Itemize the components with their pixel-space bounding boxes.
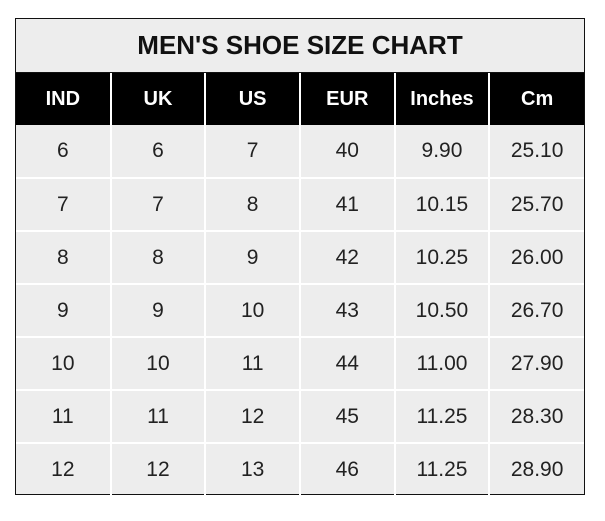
chart-title: MEN'S SHOE SIZE CHART: [16, 19, 584, 73]
size-chart-table: MEN'S SHOE SIZE CHART IND UK US EUR Inches Cm…: [15, 18, 585, 496]
cell-uk: 11: [109, 389, 206, 443]
table-row: 11 11 12 45 11.25 28.30: [16, 389, 584, 443]
column-header-cm: Cm: [488, 73, 584, 125]
cell-us: 11: [204, 336, 300, 390]
cell-ind: 10: [16, 336, 111, 390]
cell-ind: 6: [56, 139, 69, 162]
cell-us: 12: [204, 389, 300, 443]
column-header-uk: UK: [109, 73, 206, 125]
cell-us: 8: [204, 177, 300, 231]
column-header-us: US: [204, 73, 300, 125]
column-header-inches: Inches: [393, 73, 490, 125]
cell-cm: 25.70: [488, 177, 584, 231]
cell-uk: 12: [109, 442, 206, 496]
header-row: IND UK US EUR Inches Cm: [16, 73, 584, 125]
cell-eur: 42: [298, 230, 395, 284]
cell-inches: 11.25: [393, 389, 490, 443]
table-row: 6 6 7 40 9.90 25.10: [16, 125, 584, 178]
cell-us: 7: [204, 125, 300, 178]
cell-cm: 27.90: [488, 336, 584, 390]
cell-inches: 10.25: [393, 230, 490, 284]
cell-us: 9: [204, 230, 300, 284]
cell-eur: 40: [298, 125, 395, 178]
table-row: 10 10 11 44 11.00 27.90: [16, 336, 584, 390]
cell-uk: 6: [109, 125, 206, 178]
cell-ind: 7: [16, 177, 111, 231]
column-header-ind: IND: [16, 73, 111, 125]
cell-uk: 7: [109, 177, 206, 231]
table-row: 7 7 8 41 10.15 25.70: [16, 177, 584, 231]
cell-cm: 26.00: [488, 230, 584, 284]
cell-uk: 8: [109, 230, 206, 284]
cell-eur: 44: [298, 336, 395, 390]
cell-eur: 43: [298, 283, 395, 337]
cell-inches: 10.50: [393, 283, 490, 337]
cell-uk: 10: [109, 336, 206, 390]
cell-us: 10: [204, 283, 300, 337]
cell-eur: 41: [298, 177, 395, 231]
cell-eur: 46: [298, 442, 395, 496]
table-row: 9 9 10 43 10.50 26.70: [16, 283, 584, 337]
cell-cm: 28.90: [488, 442, 584, 496]
cell-ind: 12: [16, 442, 111, 496]
size-table: IND UK US EUR Inches Cm 6 6 7 40 9.90 25.10 7 7 8 41 10…: [16, 73, 584, 496]
cell-inches: 11.00: [393, 336, 490, 390]
table-row: 12 12 13 46 11.25 28.90: [16, 442, 584, 496]
cell-ind: 9: [16, 283, 111, 337]
cell-ind: 11: [16, 389, 111, 443]
cell-eur: 45: [298, 389, 395, 443]
cell-inches: 9.90: [393, 125, 490, 178]
cell-ind: 8: [16, 230, 111, 284]
cell-cm: 25.10: [488, 125, 584, 178]
cell-cm: 26.70: [488, 283, 584, 337]
cell-cm: 28.30: [488, 389, 584, 443]
cell-inches: 11.25: [393, 442, 490, 496]
cell-uk: 9: [109, 283, 206, 337]
cell-inches: 10.15: [393, 177, 490, 231]
table-row: 8 8 9 42 10.25 26.00: [16, 230, 584, 284]
column-header-eur: EUR: [298, 73, 395, 125]
cell-us: 13: [204, 442, 300, 496]
